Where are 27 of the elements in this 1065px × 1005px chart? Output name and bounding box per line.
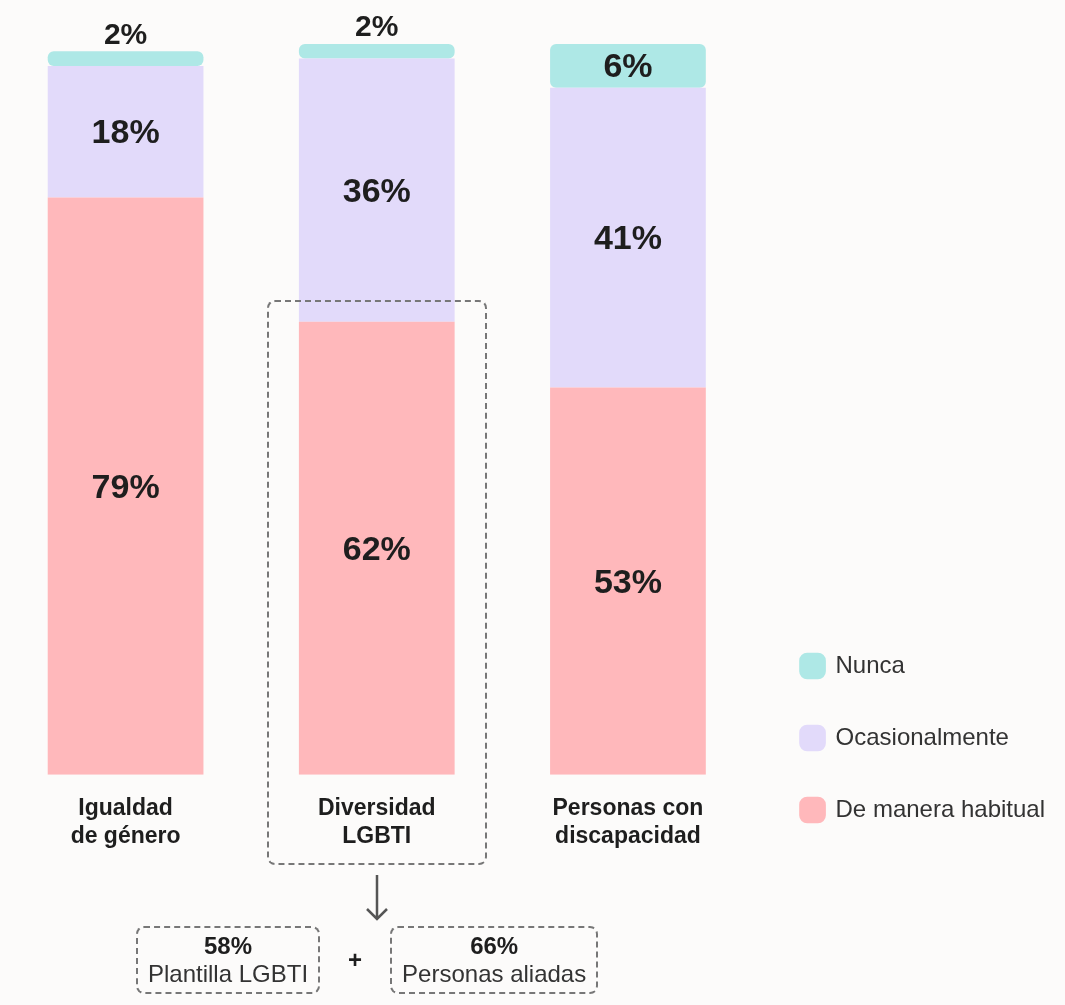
legend-label: Ocasionalmente: [835, 722, 1009, 750]
data-label: 62%: [342, 528, 411, 567]
x-tick-label: Igualdad de género: [70, 793, 181, 848]
bar: [298, 321, 455, 775]
data-label: 18%: [91, 112, 160, 151]
data-label: 41%: [593, 218, 662, 257]
bar: [550, 387, 706, 775]
data-label: 36%: [342, 170, 411, 209]
bar: [550, 44, 706, 88]
bar: [298, 58, 455, 322]
data-label: 53%: [593, 561, 662, 600]
bar: [47, 197, 204, 775]
x-tick-label: Diversidad LGBTI: [317, 793, 436, 848]
bar: [298, 44, 455, 59]
legend-label: De manera habitual: [835, 794, 1046, 822]
data-label: 79%: [91, 466, 160, 505]
bar: [47, 51, 204, 66]
text: +: [347, 946, 364, 974]
bar: [550, 87, 706, 388]
data-label: 2%: [355, 9, 399, 43]
data-label: 6%: [603, 46, 653, 85]
legend-label: Nunca: [835, 650, 906, 678]
text: 58% Plantilla LGBTI: [148, 932, 309, 988]
bar: [47, 65, 204, 198]
x-tick-label: Personas con discapacidad: [552, 793, 704, 848]
text: 66% Personas aliadas: [402, 932, 587, 988]
data-label: 2%: [103, 16, 148, 50]
